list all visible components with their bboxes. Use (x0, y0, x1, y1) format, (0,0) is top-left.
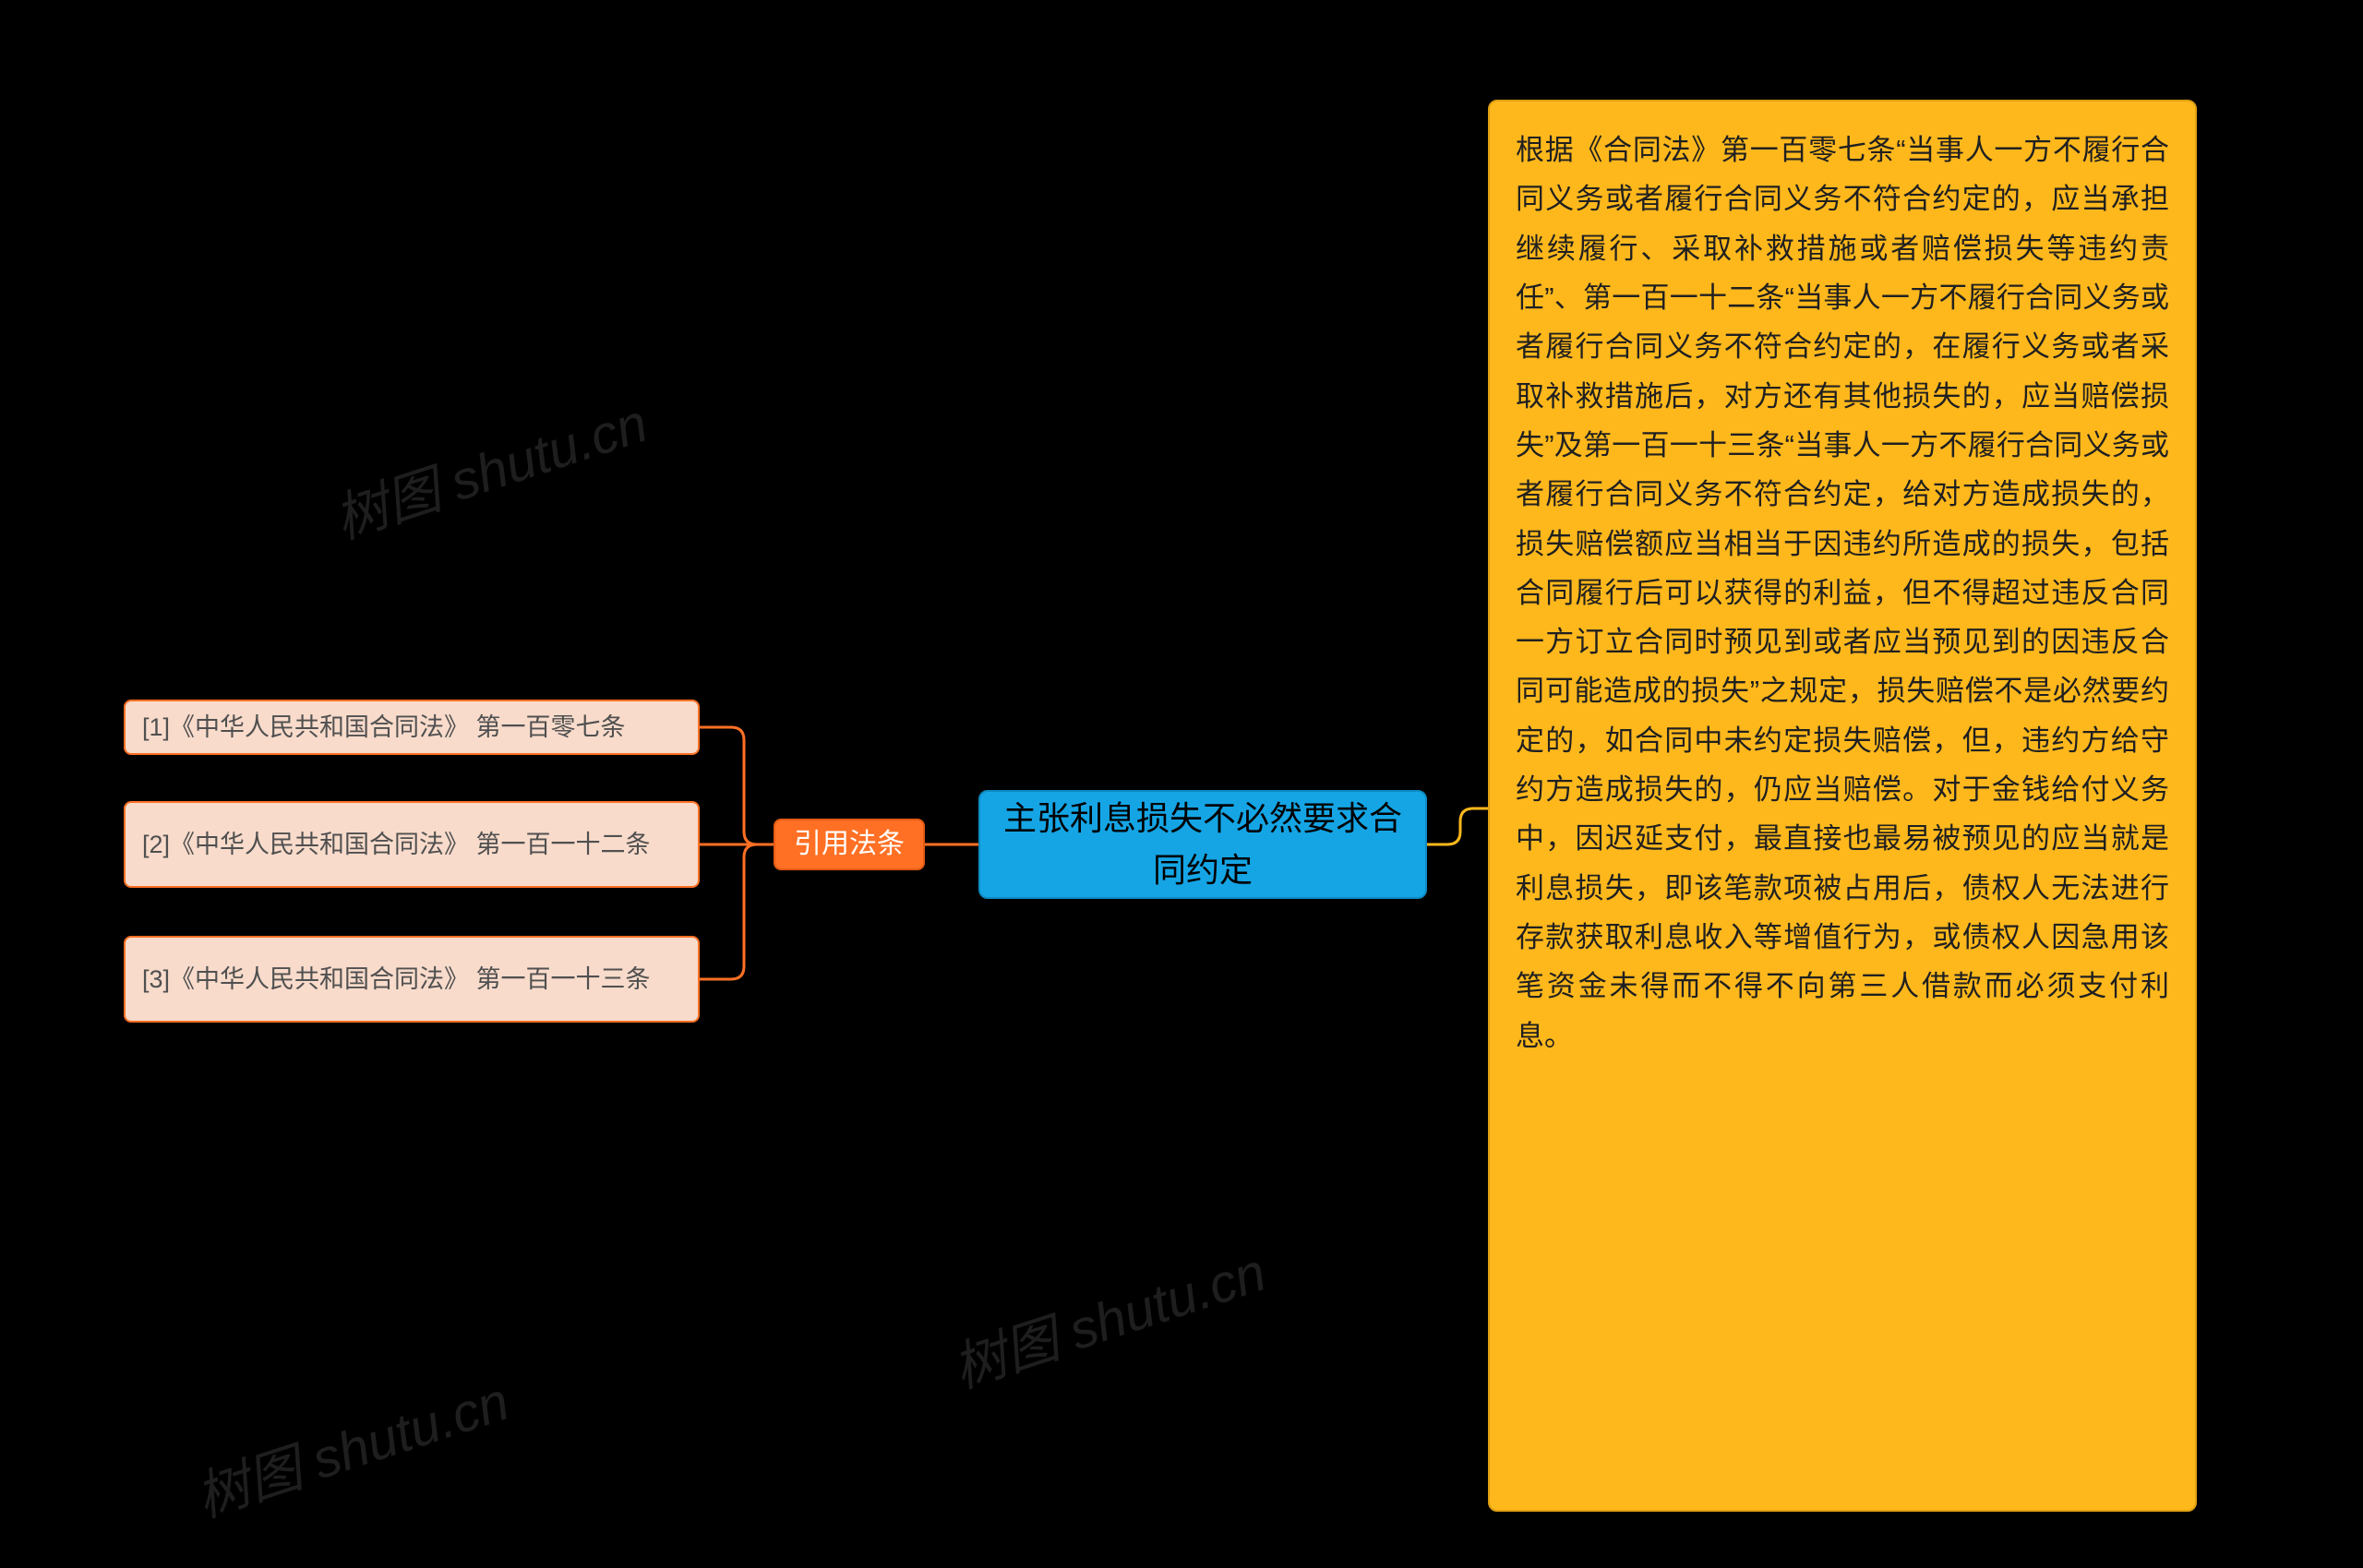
law-ref-node[interactable]: [3]《中华人民共和国合同法》 第一百一十三条 (124, 936, 700, 1023)
watermark: 树图 shutu.cn (185, 1358, 517, 1531)
edge-central-to-detail (1427, 808, 1488, 844)
law-ref-text: [1]《中华人民共和国合同法》 第一百零七条 (142, 709, 626, 747)
detail-node[interactable]: 根据《合同法》第一百零七条“当事人一方不履行合同义务或者履行合同义务不符合约定的… (1488, 100, 2197, 1512)
law-ref-text: [3]《中华人民共和国合同法》 第一百一十三条 (142, 961, 651, 999)
central-node[interactable]: 主张利息损失不必然要求合同约定 (978, 790, 1427, 899)
cite-hub-text: 引用法条 (775, 823, 923, 867)
watermark: 树图 shutu.cn (323, 379, 655, 553)
watermark: 树图 shutu.cn (942, 1228, 1274, 1402)
cite-hub-node[interactable]: 引用法条 (774, 819, 925, 870)
law-ref-node[interactable]: [2]《中华人民共和国合同法》 第一百一十二条 (124, 801, 700, 888)
detail-node-text: 根据《合同法》第一百零七条“当事人一方不履行合同义务或者履行合同义务不符合约定的… (1516, 126, 2169, 1060)
mindmap-canvas: 树图 shutu.cn 树图 shutu.cn 树图 shutu.cn 树图 s… (0, 0, 2363, 1568)
law-ref-text: [2]《中华人民共和国合同法》 第一百一十二条 (142, 826, 651, 864)
edge-cite-to-leaf0 (700, 727, 774, 844)
central-node-text: 主张利息损失不必然要求合同约定 (980, 793, 1425, 896)
edge-cite-to-leaf2 (700, 844, 774, 979)
law-ref-node[interactable]: [1]《中华人民共和国合同法》 第一百零七条 (124, 700, 700, 755)
